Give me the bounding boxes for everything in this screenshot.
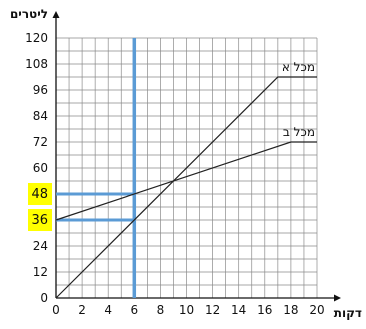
y-tick-label: 60 bbox=[33, 161, 48, 175]
x-axis-label: דקות bbox=[334, 306, 362, 320]
series: מכל א מכל ב bbox=[55, 60, 317, 299]
series-line bbox=[55, 76, 317, 299]
tick-highlight-box bbox=[28, 183, 52, 205]
x-tick-label: 18 bbox=[283, 303, 298, 317]
x-tick-label: 0 bbox=[52, 303, 60, 317]
x-axis-arrow bbox=[334, 294, 341, 302]
y-tick-label: 96 bbox=[33, 83, 48, 97]
y-tick-label: 120 bbox=[25, 31, 48, 45]
x-tick-label: 14 bbox=[231, 303, 246, 317]
x-tick-label: 20 bbox=[309, 303, 324, 317]
highlights bbox=[28, 183, 52, 231]
axes bbox=[52, 11, 341, 302]
x-tick-label: 10 bbox=[179, 303, 194, 317]
y-tick-label: 84 bbox=[33, 109, 48, 123]
series-label: מכל ב bbox=[283, 125, 315, 139]
annotations bbox=[56, 38, 137, 298]
x-tick-label: 6 bbox=[130, 303, 138, 317]
y-tick-label: 48 bbox=[31, 187, 48, 202]
y-tick-label: 36 bbox=[31, 213, 48, 228]
y-tick-label: 0 bbox=[40, 291, 48, 305]
y-axis-label: ליטרים bbox=[10, 7, 48, 21]
tick-highlight-box bbox=[28, 209, 52, 231]
y-tick-label: 108 bbox=[25, 57, 48, 71]
x-tick-label: 4 bbox=[104, 303, 112, 317]
x-tick-label: 16 bbox=[257, 303, 272, 317]
series-line bbox=[55, 141, 317, 221]
x-tick-label: 2 bbox=[78, 303, 86, 317]
y-tick-label: 12 bbox=[33, 265, 48, 279]
x-tick-label: 12 bbox=[205, 303, 220, 317]
series-label: מכל א bbox=[282, 60, 315, 74]
y-tick-label: 72 bbox=[33, 135, 48, 149]
x-tick-label: 8 bbox=[157, 303, 165, 317]
y-axis-arrow bbox=[52, 11, 60, 18]
y-tick-label: 24 bbox=[33, 239, 48, 253]
